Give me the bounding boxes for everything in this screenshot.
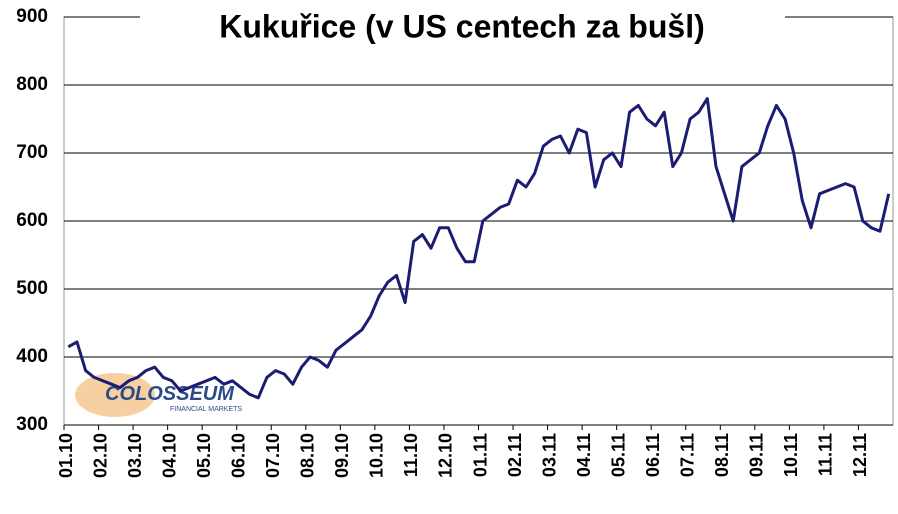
x-tick-label: 04.10 xyxy=(159,433,179,478)
y-tick-label: 800 xyxy=(16,74,48,95)
x-tick-label: 04.11 xyxy=(574,433,594,477)
y-tick-label: 300 xyxy=(16,414,48,435)
x-tick-label: 01.11 xyxy=(470,433,490,477)
price-line xyxy=(67,97,891,400)
x-tick-label: 09.11 xyxy=(747,433,767,477)
x-tick-label: 11.10 xyxy=(401,433,421,477)
x-tick-label: 12.10 xyxy=(436,433,456,478)
x-tick-label: 07.10 xyxy=(263,433,283,478)
labels: 300 400 500 600 700 800 900 01.10 02.10 03.10 04.1… xyxy=(16,6,870,478)
y-tick-label: 900 xyxy=(16,6,48,27)
x-tick-label: 05.11 xyxy=(608,433,628,477)
x-tick-label: 02.10 xyxy=(90,433,110,478)
x-tick-label: 12.11 xyxy=(850,433,870,477)
x-tick-label: 05.10 xyxy=(194,433,214,478)
title-background xyxy=(140,5,785,49)
logo-tagline: FINANCIAL MARKETS xyxy=(170,406,242,413)
logo: COLOSSEUM FINANCIAL MARKETS xyxy=(75,373,242,417)
y-tick-label: 600 xyxy=(16,210,48,231)
y-tick-label: 400 xyxy=(16,346,48,367)
x-tick-label: 07.11 xyxy=(678,433,698,477)
chart-title: Kukuřice (v US centech za bušl) xyxy=(219,8,704,44)
lines xyxy=(67,97,891,400)
x-tick-label: 08.11 xyxy=(712,433,732,477)
x-tick-label: 03.11 xyxy=(539,433,559,477)
x-tick-label: 10.10 xyxy=(367,433,387,478)
x-tick-label: 02.11 xyxy=(505,433,525,477)
x-tick-label: 09.10 xyxy=(332,433,352,478)
x-tick-label: 06.10 xyxy=(228,433,248,478)
logo-swoosh xyxy=(75,373,155,417)
logo-name: COLOSSEUM xyxy=(105,383,235,405)
x-tick-label: 01.10 xyxy=(56,433,76,478)
x-tick-label: 08.10 xyxy=(298,433,318,478)
x-tick-label: 10.11 xyxy=(781,433,801,477)
x-tick-label: 11.11 xyxy=(816,433,836,476)
x-tick-label: 06.11 xyxy=(643,433,663,477)
y-tick-label: 700 xyxy=(16,142,48,163)
y-tick-label: 500 xyxy=(16,278,48,299)
x-tick-label: 03.10 xyxy=(125,433,145,478)
